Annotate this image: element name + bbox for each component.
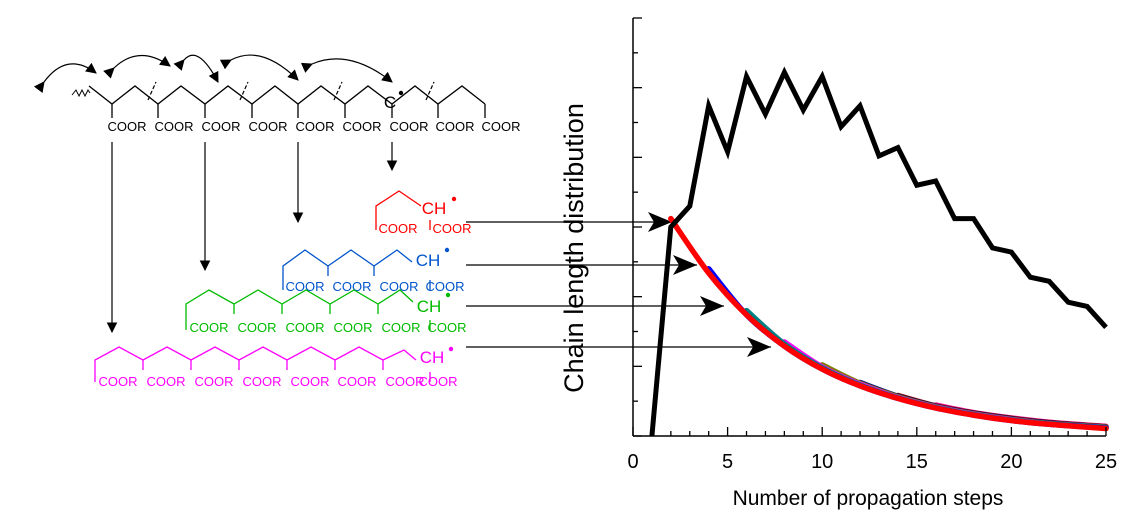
- dimer-fragment-backbone: [375, 190, 422, 220]
- ester-label: COOR: [286, 320, 325, 335]
- radical-ch-label: CH: [416, 251, 441, 270]
- ester-label: COOR: [343, 119, 382, 134]
- x-tick-label: 5: [722, 451, 733, 473]
- radical-dot: [398, 90, 404, 96]
- hexamer-fragment-backbone: [185, 289, 414, 320]
- backbone-radical-carbon: C: [384, 93, 396, 112]
- ester-label: COOR: [379, 221, 418, 236]
- radical-ch-label: CH: [422, 199, 447, 218]
- series-line-6: [819, 362, 1109, 430]
- ester-label: COOR: [428, 320, 467, 335]
- x-tick-label: 15: [906, 451, 928, 473]
- ester-label: COOR: [147, 374, 186, 389]
- series-line-4: [743, 307, 1109, 431]
- ester-label: COOR: [382, 320, 421, 335]
- arrowhead: [747, 337, 771, 357]
- radical-dot: [444, 247, 450, 253]
- series-line-8: [895, 392, 1109, 430]
- ester-label: COOR: [238, 320, 277, 335]
- ester-label: COOR: [190, 320, 229, 335]
- series-line-3: [705, 266, 1109, 431]
- radical-ch-label: CH: [420, 348, 445, 367]
- ester-label: COOR: [436, 119, 475, 134]
- x-tick-label: 20: [1000, 451, 1022, 473]
- arrowhead: [673, 255, 697, 275]
- ester-label: COOR: [338, 374, 377, 389]
- x-tick-label: 0: [627, 451, 638, 473]
- ester-label: COOR: [243, 374, 282, 389]
- dimer-fragment: COOR COOR CH: [375, 190, 472, 236]
- scission-mark: [333, 81, 343, 101]
- x-axis-label: Number of propagation steps: [733, 487, 1004, 510]
- ester-label: COOR: [202, 119, 241, 134]
- ester-label: COOR: [334, 320, 373, 335]
- series-line-1: [649, 66, 1108, 437]
- ester-label: COOR: [390, 119, 429, 134]
- backbiting-arrow: [300, 58, 393, 83]
- chain-continuation-mark: [71, 88, 91, 98]
- scission-mark: [147, 81, 157, 101]
- ester-label: COOR: [296, 119, 335, 134]
- arrowhead: [700, 296, 724, 316]
- ester-label: COOR: [99, 374, 138, 389]
- ester-label: COOR: [419, 374, 458, 389]
- backbiting-arrow: [33, 62, 97, 94]
- radical-dot: [451, 196, 457, 202]
- ester-label: COOR: [482, 119, 521, 134]
- ester-label: COOR: [195, 374, 234, 389]
- ester-label: COOR: [155, 119, 194, 134]
- x-tick-label: 25: [1095, 451, 1117, 473]
- radical-dot: [445, 292, 451, 298]
- octamer-fragment-backbone: [94, 346, 417, 372]
- ester-label: COOR: [108, 119, 147, 134]
- reaction-scheme: COOR COOR COOR COOR COOR COOR COOR COOR COORCCOO…: [33, 54, 771, 389]
- ester-label: COOR: [333, 279, 372, 294]
- ester-label: COOR: [386, 374, 425, 389]
- scission-mark: [425, 81, 435, 101]
- arrowhead: [648, 212, 672, 232]
- series-line-7: [857, 379, 1109, 430]
- series-line-5: [781, 339, 1109, 431]
- hexamer-fragment: COOR COOR COOR COOR COOR COOR CH: [185, 289, 467, 335]
- axes: 0 5 10 15 20 25: [627, 17, 1117, 473]
- backbiting-arrow: [173, 54, 219, 83]
- backbiting-arrow: [219, 54, 299, 81]
- series-layer: [649, 66, 1109, 437]
- radical-ch-label: CH: [417, 297, 442, 316]
- y-axis-label: Chain length distribution: [559, 103, 589, 393]
- ester-label: COOR: [291, 374, 330, 389]
- tetramer-fragment: COOR COOR COOR COOR CH: [282, 247, 465, 294]
- ester-label: COOR: [426, 279, 465, 294]
- x-tick-label: 10: [811, 451, 833, 473]
- scission-mark: [239, 81, 249, 101]
- tetramer-fragment-backbone: [282, 249, 413, 280]
- backbiting-arrow: [103, 54, 171, 79]
- ester-label: COOR: [286, 279, 325, 294]
- chain-length-chart: 0 5 10 15 20 25 Chain length distribution Num…: [559, 17, 1117, 510]
- polymer-backbone: [88, 85, 486, 105]
- ester-label: COOR: [380, 279, 419, 294]
- ester-label: COOR: [433, 221, 472, 236]
- radical-dot: [448, 346, 454, 352]
- series-line-2: [668, 215, 1109, 432]
- ester-label: COOR: [249, 119, 288, 134]
